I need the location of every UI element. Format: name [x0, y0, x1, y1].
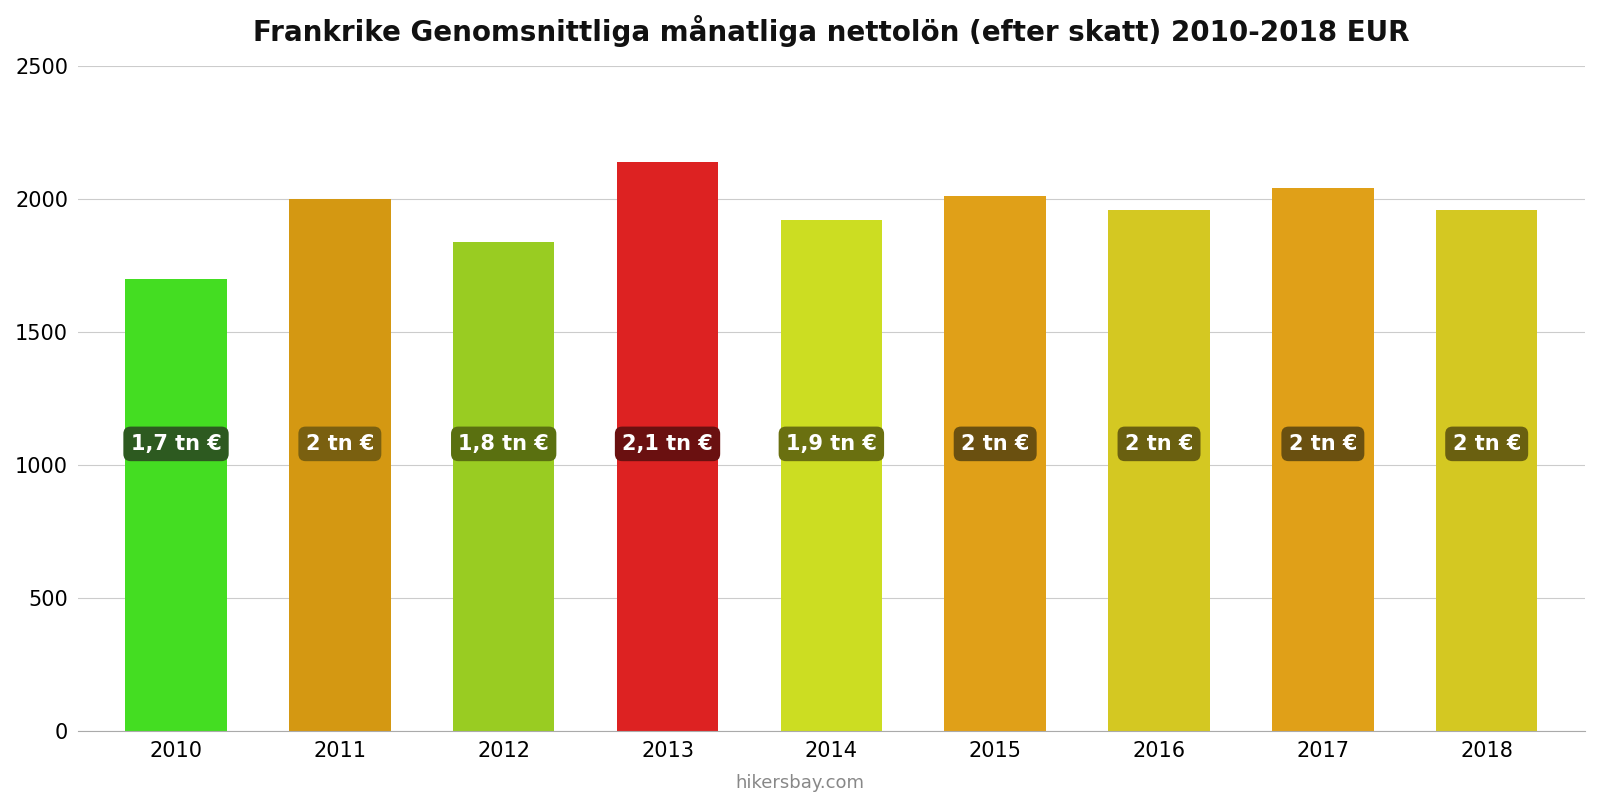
Text: 2 tn €: 2 tn €: [1288, 434, 1357, 454]
Bar: [781, 220, 882, 731]
Bar: [1109, 210, 1210, 731]
Bar: [453, 242, 555, 731]
Title: Frankrike Genomsnittliga månatliga nettolön (efter skatt) 2010-2018 EUR: Frankrike Genomsnittliga månatliga netto…: [253, 15, 1410, 47]
Text: hikersbay.com: hikersbay.com: [736, 774, 864, 792]
Bar: [1272, 189, 1374, 731]
Text: 2 tn €: 2 tn €: [306, 434, 374, 454]
Text: 2 tn €: 2 tn €: [1125, 434, 1194, 454]
Text: 1,7 tn €: 1,7 tn €: [131, 434, 221, 454]
Text: 1,9 tn €: 1,9 tn €: [786, 434, 877, 454]
Bar: [125, 279, 227, 731]
Bar: [616, 162, 718, 731]
Bar: [290, 199, 390, 731]
Bar: [1435, 210, 1538, 731]
Text: 2,1 tn €: 2,1 tn €: [622, 434, 714, 454]
Text: 2 tn €: 2 tn €: [1453, 434, 1522, 454]
Text: 2 tn €: 2 tn €: [962, 434, 1029, 454]
Bar: [944, 196, 1046, 731]
Text: 1,8 tn €: 1,8 tn €: [458, 434, 549, 454]
